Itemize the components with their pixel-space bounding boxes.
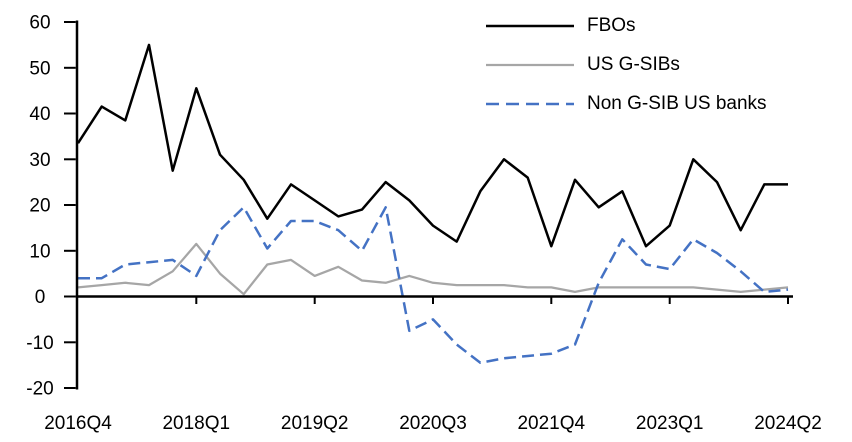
x-tick-label: 2019Q2	[281, 413, 349, 434]
y-tick-label: 10	[29, 241, 50, 262]
series-line-fbos	[76, 43, 788, 248]
y-tick-label: 30	[29, 150, 50, 171]
x-tick-label: 2018Q1	[162, 413, 230, 434]
legend-line-sample-non-gsib-us-banks	[486, 102, 574, 105]
x-tick-label: 2021Q4	[517, 413, 585, 434]
y-tick-label: 60	[29, 13, 50, 34]
legend-item-us-gsibs: US G-SIBs	[486, 45, 767, 84]
legend: FBOs US G-SIBs Non G-SIB US banks	[486, 6, 767, 123]
legend-label-non-gsib-us-banks: Non G-SIB US banks	[587, 92, 767, 114]
x-tick-label: 2024Q2	[754, 413, 822, 434]
y-tick-label: 40	[29, 104, 50, 125]
x-tick-label: 2023Q1	[636, 413, 704, 434]
x-tick-label: 2016Q4	[44, 413, 112, 434]
y-tick-label: 50	[29, 58, 50, 79]
y-tick-label: -10	[26, 333, 53, 354]
x-tick-label: 2020Q3	[399, 413, 467, 434]
legend-label-fbos: FBOs	[587, 14, 636, 36]
legend-line-sample-fbos	[486, 24, 574, 27]
legend-line-sample-us-gsibs	[486, 63, 574, 66]
legend-item-fbos: FBOs	[486, 6, 767, 45]
y-tick-label: 20	[29, 196, 50, 217]
series-line-non-gsib-us-banks	[78, 206, 789, 365]
legend-item-non-gsib-us-banks: Non G-SIB US banks	[486, 84, 767, 123]
series-line-us-gsibs	[77, 242, 789, 296]
y-tick-label: -20	[26, 379, 53, 400]
y-tick-label: 0	[35, 287, 46, 308]
legend-label-us-gsibs: US G-SIBs	[587, 53, 680, 75]
